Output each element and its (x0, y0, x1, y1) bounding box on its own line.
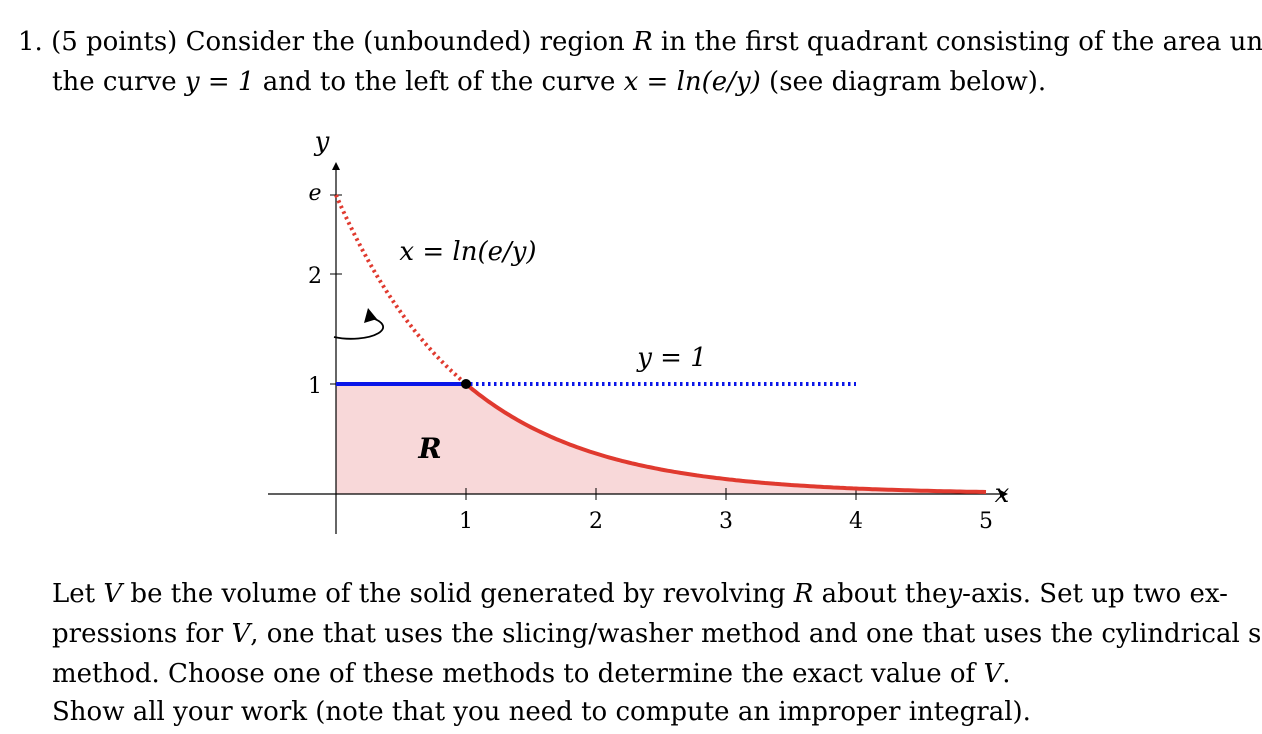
x-tick-label-5: 5 (979, 509, 993, 534)
volume-symbol-3: V (983, 659, 1003, 689)
y-axis-label: y (314, 127, 330, 157)
axis-symbol: y (947, 579, 963, 609)
problem-intro: 1. (5 points) Consider the (unbounded) r… (18, 22, 1262, 102)
region-symbol-2: R (793, 579, 814, 609)
problem-task-line-2: pressions for V, one that uses the slici… (52, 619, 1262, 649)
region-diagram: 1 2 e 1 2 3 4 5 y x x = ln(e/y) y = 1 R (268, 127, 1010, 534)
region-r-fill (336, 384, 986, 494)
intersection-point (461, 379, 471, 389)
curve-label: x = ln(e/y) (399, 237, 536, 267)
region-label: R (417, 432, 441, 465)
x-tick-label-2: 2 (589, 509, 603, 534)
rotation-arrow-icon (333, 316, 385, 340)
volume-symbol: V (103, 579, 123, 609)
x-axis-label: x (995, 479, 1010, 509)
problem-task-line-1: Let V be the volume of the solid generat… (52, 579, 1228, 609)
x-tick-label-1: 1 (459, 509, 473, 534)
volume-symbol-2: V (231, 619, 251, 649)
curve-dotted-segment (334, 194, 468, 386)
problem-intro-line-1: 1. (5 points) Consider the (unbounded) r… (18, 27, 1262, 57)
problem-number: 1. (18, 27, 43, 57)
rotation-arrowhead-icon (364, 308, 377, 323)
y-tick-label-e: e (308, 181, 321, 206)
curve-equation: x = ln(e/y) (623, 67, 761, 97)
x-axis-arrow-icon (1000, 490, 1008, 498)
y-tick-label-1: 1 (308, 374, 322, 399)
region-symbol: R (633, 27, 653, 57)
y-tick-label-2: 2 (308, 264, 322, 289)
problem-task: Let V be the volume of the solid generat… (52, 574, 1262, 694)
horizontal-line-equation: y = 1 (184, 67, 255, 97)
problem-task-line-3: method. Choose one of these methods to d… (52, 659, 1011, 689)
x-tick-label-3: 3 (719, 509, 733, 534)
problem-points: (5 points) (51, 27, 178, 57)
problem-instruction: Show all your work (note that you need t… (52, 697, 1031, 727)
problem-intro-line-2: the curve y = 1 and to the left of the c… (52, 67, 1047, 97)
y-axis-arrow-icon (332, 162, 340, 170)
curve-solid-segment (464, 382, 987, 494)
x-tick-label-4: 4 (849, 509, 863, 534)
line-label: y = 1 (636, 343, 707, 373)
